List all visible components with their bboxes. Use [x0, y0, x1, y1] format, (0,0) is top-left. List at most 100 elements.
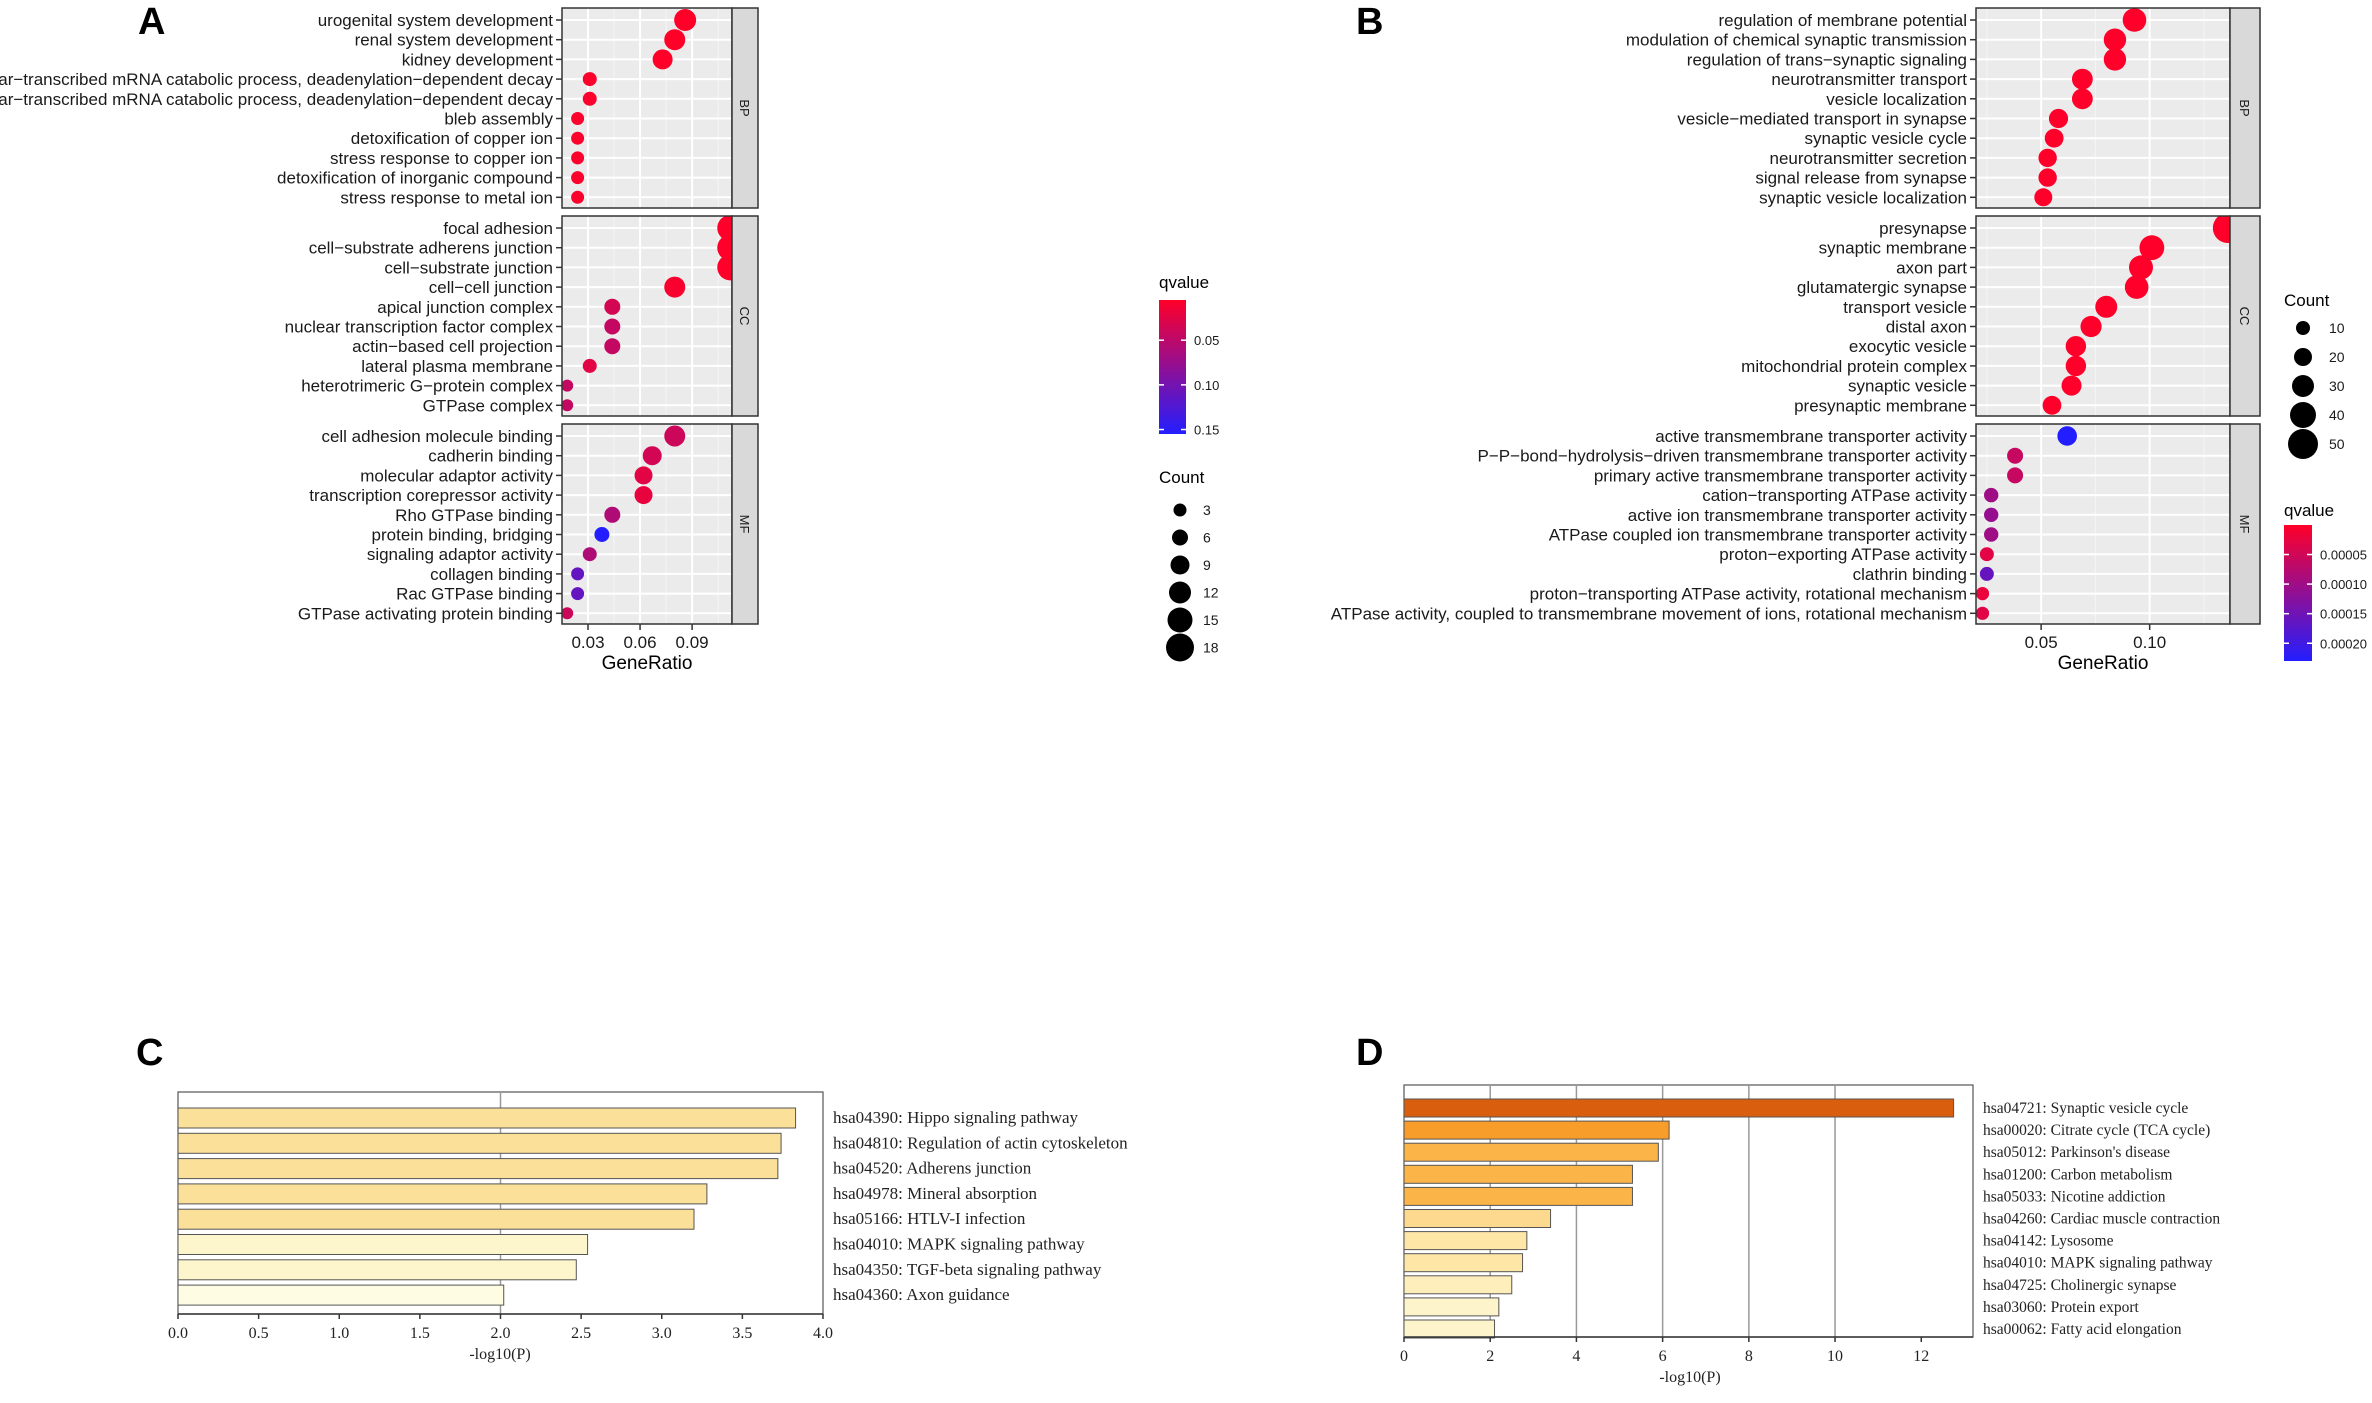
dot — [2038, 168, 2057, 187]
dot — [604, 298, 621, 315]
qvalue-tick-label: 0.00010 — [2320, 577, 2367, 592]
dot — [674, 9, 697, 31]
term-label: cell−substrate junction — [384, 258, 553, 277]
bar-category-label: hsa04520: Adherens junction — [833, 1159, 1032, 1178]
dot — [2080, 315, 2102, 338]
bar-category-label: hsa04010: MAPK signaling pathway — [833, 1235, 1085, 1254]
term-label: distal axon — [1886, 318, 1967, 337]
term-label: neurotransmitter secretion — [1770, 149, 1967, 168]
x-tick-label: 0.10 — [2133, 633, 2166, 652]
dot — [2034, 188, 2053, 207]
dot — [664, 29, 686, 51]
dot — [2065, 355, 2087, 377]
term-label: renal system development — [355, 31, 554, 50]
facet-bp: regulation of membrane potentialmodulati… — [1626, 7, 2261, 209]
term-label: detoxification of inorganic compound — [277, 169, 553, 188]
bar — [1403, 1120, 1670, 1140]
term-label: primary active transmembrane transporter… — [1594, 466, 1968, 485]
term-label: Rac GTPase binding — [396, 585, 553, 604]
dot — [2122, 8, 2147, 32]
qvalue-tick-label: 0.00015 — [2320, 607, 2367, 622]
facet-strip — [731, 215, 759, 417]
term-label: detoxification of copper ion — [351, 129, 553, 148]
term-label: GTPase activating protein binding — [298, 604, 553, 623]
count-legend-title: Count — [2284, 291, 2330, 310]
term-label: neurotransmitter transport — [1771, 70, 1967, 89]
term-label: vesicle−mediated transport in synapse — [1677, 110, 1967, 129]
dot — [2103, 28, 2127, 51]
count-legend-label: 15 — [1203, 612, 1219, 628]
count-legend-dot — [1173, 503, 1187, 517]
x-axis-title: -log10(P) — [1659, 1369, 1720, 1386]
bar-category-label: hsa05033: Nicotine addiction — [1983, 1188, 2166, 1205]
term-label: apical junction complex — [377, 298, 553, 317]
dot — [664, 276, 686, 298]
dot — [2048, 108, 2069, 129]
dot — [562, 399, 574, 412]
count-legend-label: 10 — [2329, 320, 2345, 336]
x-tick-label: 0.0 — [168, 1325, 188, 1342]
bar-category-label: hsa00062: Fatty acid elongation — [1983, 1321, 2182, 1338]
panel-letter: B — [1356, 1, 1383, 43]
x-tick-label: 0.06 — [624, 633, 657, 652]
bar-category-label: hsa04810: Regulation of actin cytoskelet… — [833, 1133, 1128, 1152]
term-label: heterotrimeric G−protein complex — [301, 377, 553, 396]
count-legend-title: Count — [1159, 468, 1205, 487]
dot — [2139, 235, 2165, 261]
dot — [571, 131, 585, 145]
count-legend-dot — [2292, 375, 2314, 397]
x-axis-title: GeneRatio — [2058, 653, 2149, 674]
bar-category-label: hsa04725: Cholinergic synapse — [1983, 1277, 2177, 1294]
dot — [2038, 148, 2057, 168]
term-label: glutamatergic synapse — [1797, 278, 1967, 297]
dot — [571, 567, 585, 581]
term-label: kidney development — [402, 50, 553, 69]
term-label: presynapse — [1879, 219, 1967, 238]
dot — [2057, 426, 2077, 446]
count-legend-label: 3 — [1203, 502, 1211, 518]
count-legend-dot — [1166, 633, 1194, 662]
qvalue-tick-label: 0.10 — [1194, 378, 1219, 393]
dot — [1983, 527, 1999, 542]
bar-category-label: hsa03060: Protein export — [1983, 1299, 2140, 1316]
term-label: actin−based cell projection — [352, 337, 553, 356]
term-label: modulation of chemical synaptic transmis… — [1626, 31, 1967, 50]
term-label: focal adhesion — [443, 219, 553, 238]
qvalue-tick-label: 0.00005 — [2320, 548, 2367, 563]
count-legend-dot — [1169, 581, 1191, 604]
x-tick-label: 2.5 — [571, 1325, 591, 1342]
count-legend-dot — [2290, 402, 2316, 428]
term-label: stress response to metal ion — [340, 188, 553, 207]
dot — [634, 466, 653, 485]
term-label: exocytic vesicle — [1849, 337, 1967, 356]
facet-strip-label: BP — [737, 99, 752, 116]
facet-strip-label: BP — [2237, 99, 2252, 116]
dot — [571, 171, 585, 185]
bar-category-label: hsa04390: Hippo signaling pathway — [833, 1108, 1079, 1127]
dot — [571, 587, 585, 601]
bar — [1403, 1319, 1496, 1339]
dot — [2071, 68, 2093, 90]
bar-category-label: hsa04721: Synaptic vesicle cycle — [1983, 1100, 2188, 1117]
facet-strip — [731, 423, 759, 625]
dot — [562, 607, 574, 620]
dots-group — [562, 425, 686, 620]
bar — [177, 1208, 695, 1230]
dot — [571, 190, 585, 204]
dot — [582, 72, 597, 87]
bar — [177, 1132, 782, 1154]
term-label: vesicle localization — [1826, 90, 1967, 109]
term-label: synaptic vesicle cycle — [1804, 129, 1967, 148]
qvalue-tick-label: 0.15 — [1194, 423, 1219, 438]
facet-strip-label: MF — [2237, 515, 2252, 534]
term-label: transport vesicle — [1843, 298, 1967, 317]
qvalue-colorbar — [2284, 525, 2312, 661]
x-tick-label: 10 — [1827, 1348, 1843, 1365]
term-label: stress response to copper ion — [330, 149, 553, 168]
dot — [642, 446, 662, 466]
term-label: synaptic vesicle — [1848, 377, 1967, 396]
term-label: collagen binding — [430, 565, 553, 584]
panel-letter: D — [1356, 1032, 1383, 1074]
bar-category-label: hsa00020: Citrate cycle (TCA cycle) — [1983, 1122, 2210, 1139]
